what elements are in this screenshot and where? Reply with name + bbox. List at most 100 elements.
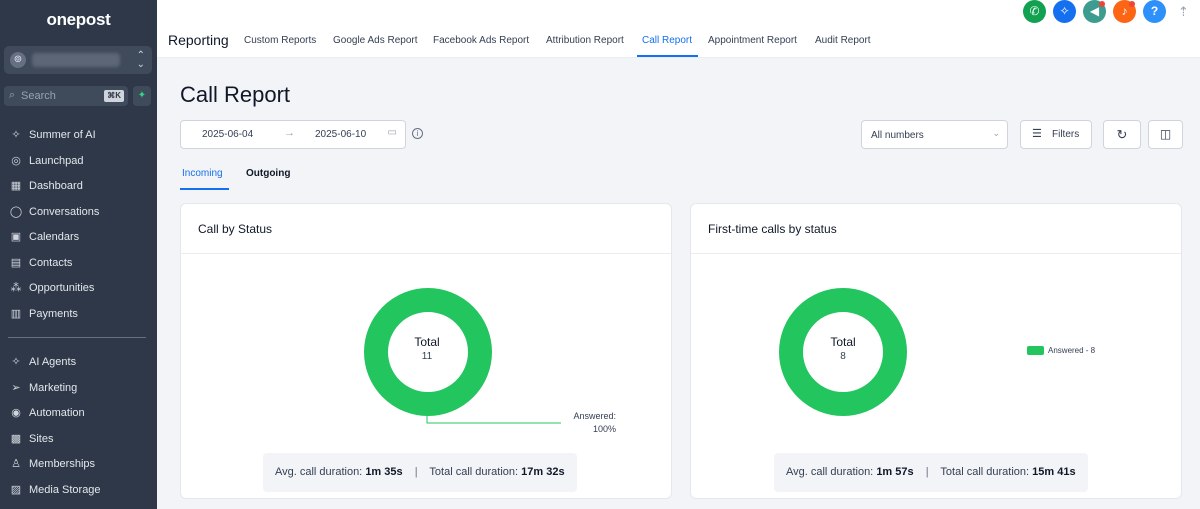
search-label: Search — [21, 90, 56, 102]
phone-icon[interactable]: ✆ — [1023, 0, 1046, 23]
sidebar-item-label: Marketing — [29, 382, 78, 394]
arrow-right-icon: → — [284, 127, 295, 139]
sidebar-item-media-storage[interactable]: ▨ Media Storage — [8, 481, 153, 499]
date-start: 2025-06-04 — [202, 129, 254, 140]
donut-total-value: 11 — [421, 351, 433, 362]
calendar-icon: ▣ — [10, 231, 22, 243]
upgrade-arrow-icon[interactable]: ⇡ — [1178, 4, 1189, 19]
first-time-calls-card: First-time calls by status Total 8 Answe… — [690, 203, 1182, 499]
sidebar-item-contacts[interactable]: ▤ Contacts — [8, 254, 153, 272]
notification-dot — [1129, 1, 1135, 7]
card-header: First-time calls by status — [691, 204, 1181, 254]
opportunities-icon: ⁂ — [10, 282, 22, 294]
sidebar-item-payments[interactable]: ▥ Payments — [8, 305, 153, 323]
filters-label: Filters — [1052, 129, 1080, 140]
chevron-up-down-icon: ⌃ ⌄ — [136, 50, 145, 70]
section-title: Reporting — [168, 32, 229, 48]
tab-call-report[interactable]: Call Report — [642, 35, 693, 46]
card-title: First-time calls by status — [708, 222, 837, 236]
account-name-redacted — [32, 53, 120, 67]
duration-stats: Avg. call duration: 1m 57s | Total call … — [774, 453, 1088, 492]
call-by-status-card: Call by Status Total 11 Answered: 100% A… — [180, 203, 672, 499]
sidebar-item-calendars[interactable]: ▣ Calendars — [8, 228, 153, 246]
active-subtab-indicator — [180, 188, 229, 190]
layout-icon: ◫ — [1159, 127, 1172, 141]
sidebar-item-label: Contacts — [29, 257, 73, 269]
avg-duration-value: 1m 35s — [365, 466, 403, 478]
callout-line — [426, 410, 561, 424]
rocket-icon: ◎ — [11, 155, 21, 167]
top-bar: Reporting Custom Reports Google Ads Repo… — [157, 0, 1200, 58]
duration-stats: Avg. call duration: 1m 35s | Total call … — [263, 453, 577, 492]
sidebar-item-ai-agents[interactable]: ✧ AI Agents — [8, 353, 153, 371]
subtab-incoming[interactable]: Incoming — [182, 168, 223, 179]
donut-center-label: Total — [414, 335, 440, 349]
quick-action-button[interactable]: ✦ — [133, 86, 151, 106]
sidebar-item-conversations[interactable]: ◯ Conversations — [8, 203, 153, 221]
sidebar-item-dashboard[interactable]: ▦ Dashboard — [8, 177, 153, 195]
sidebar-item-opportunities[interactable]: ⁂ Opportunities — [8, 279, 153, 297]
notification-dot — [1099, 1, 1105, 7]
donut-slice-answered — [779, 288, 907, 416]
sidebar-item-label: Media Storage — [29, 484, 101, 496]
date-end: 2025-06-10 — [315, 129, 367, 140]
sidebar-item-label: Memberships — [29, 458, 96, 470]
tab-google-ads-report[interactable]: Google Ads Report — [333, 35, 418, 46]
callout-percent: 100% — [592, 424, 616, 434]
sparkle-icon: ✧ — [11, 356, 21, 368]
total-duration-value: 15m 41s — [1032, 466, 1076, 478]
avg-duration-label: Avg. call duration: — [275, 466, 363, 478]
dashboard-icon: ▦ — [10, 180, 22, 192]
sidebar-item-label: Calendars — [29, 231, 80, 243]
donut-chart — [364, 288, 492, 416]
avg-duration-value: 1m 57s — [876, 466, 914, 478]
info-icon[interactable]: i — [412, 128, 423, 139]
tab-custom-reports[interactable]: Custom Reports — [244, 35, 317, 46]
legend-label: Answered - 8 — [1048, 346, 1096, 355]
numbers-select-value: All numbers — [871, 130, 924, 141]
sparkle-icon: ✧ — [11, 129, 21, 141]
subtab-outgoing[interactable]: Outgoing — [246, 168, 291, 179]
card-header: Call by Status — [181, 204, 671, 254]
total-duration-value: 17m 32s — [521, 466, 565, 478]
magic-icon[interactable]: ✧ — [1053, 0, 1076, 23]
search-bar[interactable]: ⌕ Search ⌘K — [4, 86, 128, 106]
sidebar-item-label: Sites — [29, 433, 54, 445]
account-switcher[interactable]: ⊚ ⌃ ⌄ — [4, 46, 152, 74]
numbers-select[interactable]: All numbers ⌄ — [861, 120, 1008, 149]
app-logo: onepost — [46, 10, 111, 29]
filter-icon: ☰ — [1032, 128, 1042, 140]
tab-facebook-ads-report[interactable]: Facebook Ads Report — [433, 35, 530, 46]
contacts-icon: ▤ — [10, 257, 22, 269]
chart-legend[interactable]: Answered - 8 — [1027, 346, 1096, 356]
layout-button[interactable]: ◫ — [1148, 120, 1183, 149]
stats-separator: | — [925, 466, 929, 478]
sidebar-item-marketing[interactable]: ➢ Marketing — [8, 379, 153, 397]
tab-audit-report[interactable]: Audit Report — [815, 35, 871, 46]
sidebar-item-sites[interactable]: ▩ Sites — [8, 430, 153, 448]
sidebar-item-automation[interactable]: ◉ Automation — [8, 404, 153, 422]
sidebar-item-label: Launchpad — [29, 155, 84, 167]
sidebar-item-memberships[interactable]: ♙ Memberships — [8, 455, 153, 473]
sidebar-item-launchpad[interactable]: ◎ Launchpad — [8, 152, 153, 170]
tab-appointment-report[interactable]: Appointment Report — [708, 35, 797, 46]
sidebar-item-label: Automation — [29, 407, 85, 419]
help-icon[interactable]: ? — [1143, 0, 1166, 23]
total-duration-label: Total call duration: — [429, 466, 519, 478]
sidebar-item-label: Dashboard — [29, 180, 83, 192]
legend-swatch-answered — [1027, 346, 1044, 356]
tab-attribution-report[interactable]: Attribution Report — [546, 35, 624, 46]
refresh-icon: ↻ — [1116, 127, 1128, 142]
automation-icon: ◉ — [11, 407, 21, 419]
date-range-picker[interactable]: 2025-06-04 → 2025-06-10 ▭ — [180, 120, 406, 149]
filters-button[interactable]: ☰ Filters — [1020, 120, 1092, 149]
answered-callout: Answered: 100% — [531, 410, 616, 436]
callout-label: Answered: — [573, 411, 616, 421]
sparkle-icon: ✦ — [137, 90, 147, 101]
sidebar-item-summer-of-ai[interactable]: ✧ Summer of AI — [8, 126, 153, 144]
refresh-button[interactable]: ↻ — [1103, 120, 1141, 149]
donut-slice-answered — [364, 288, 492, 416]
total-duration-label: Total call duration: — [940, 466, 1030, 478]
sidebar: onepost ⊚ ⌃ ⌄ ⌕ Search ⌘K ✦ ✧ Summer of AI… — [0, 0, 157, 509]
page-title: Call Report — [180, 82, 291, 107]
